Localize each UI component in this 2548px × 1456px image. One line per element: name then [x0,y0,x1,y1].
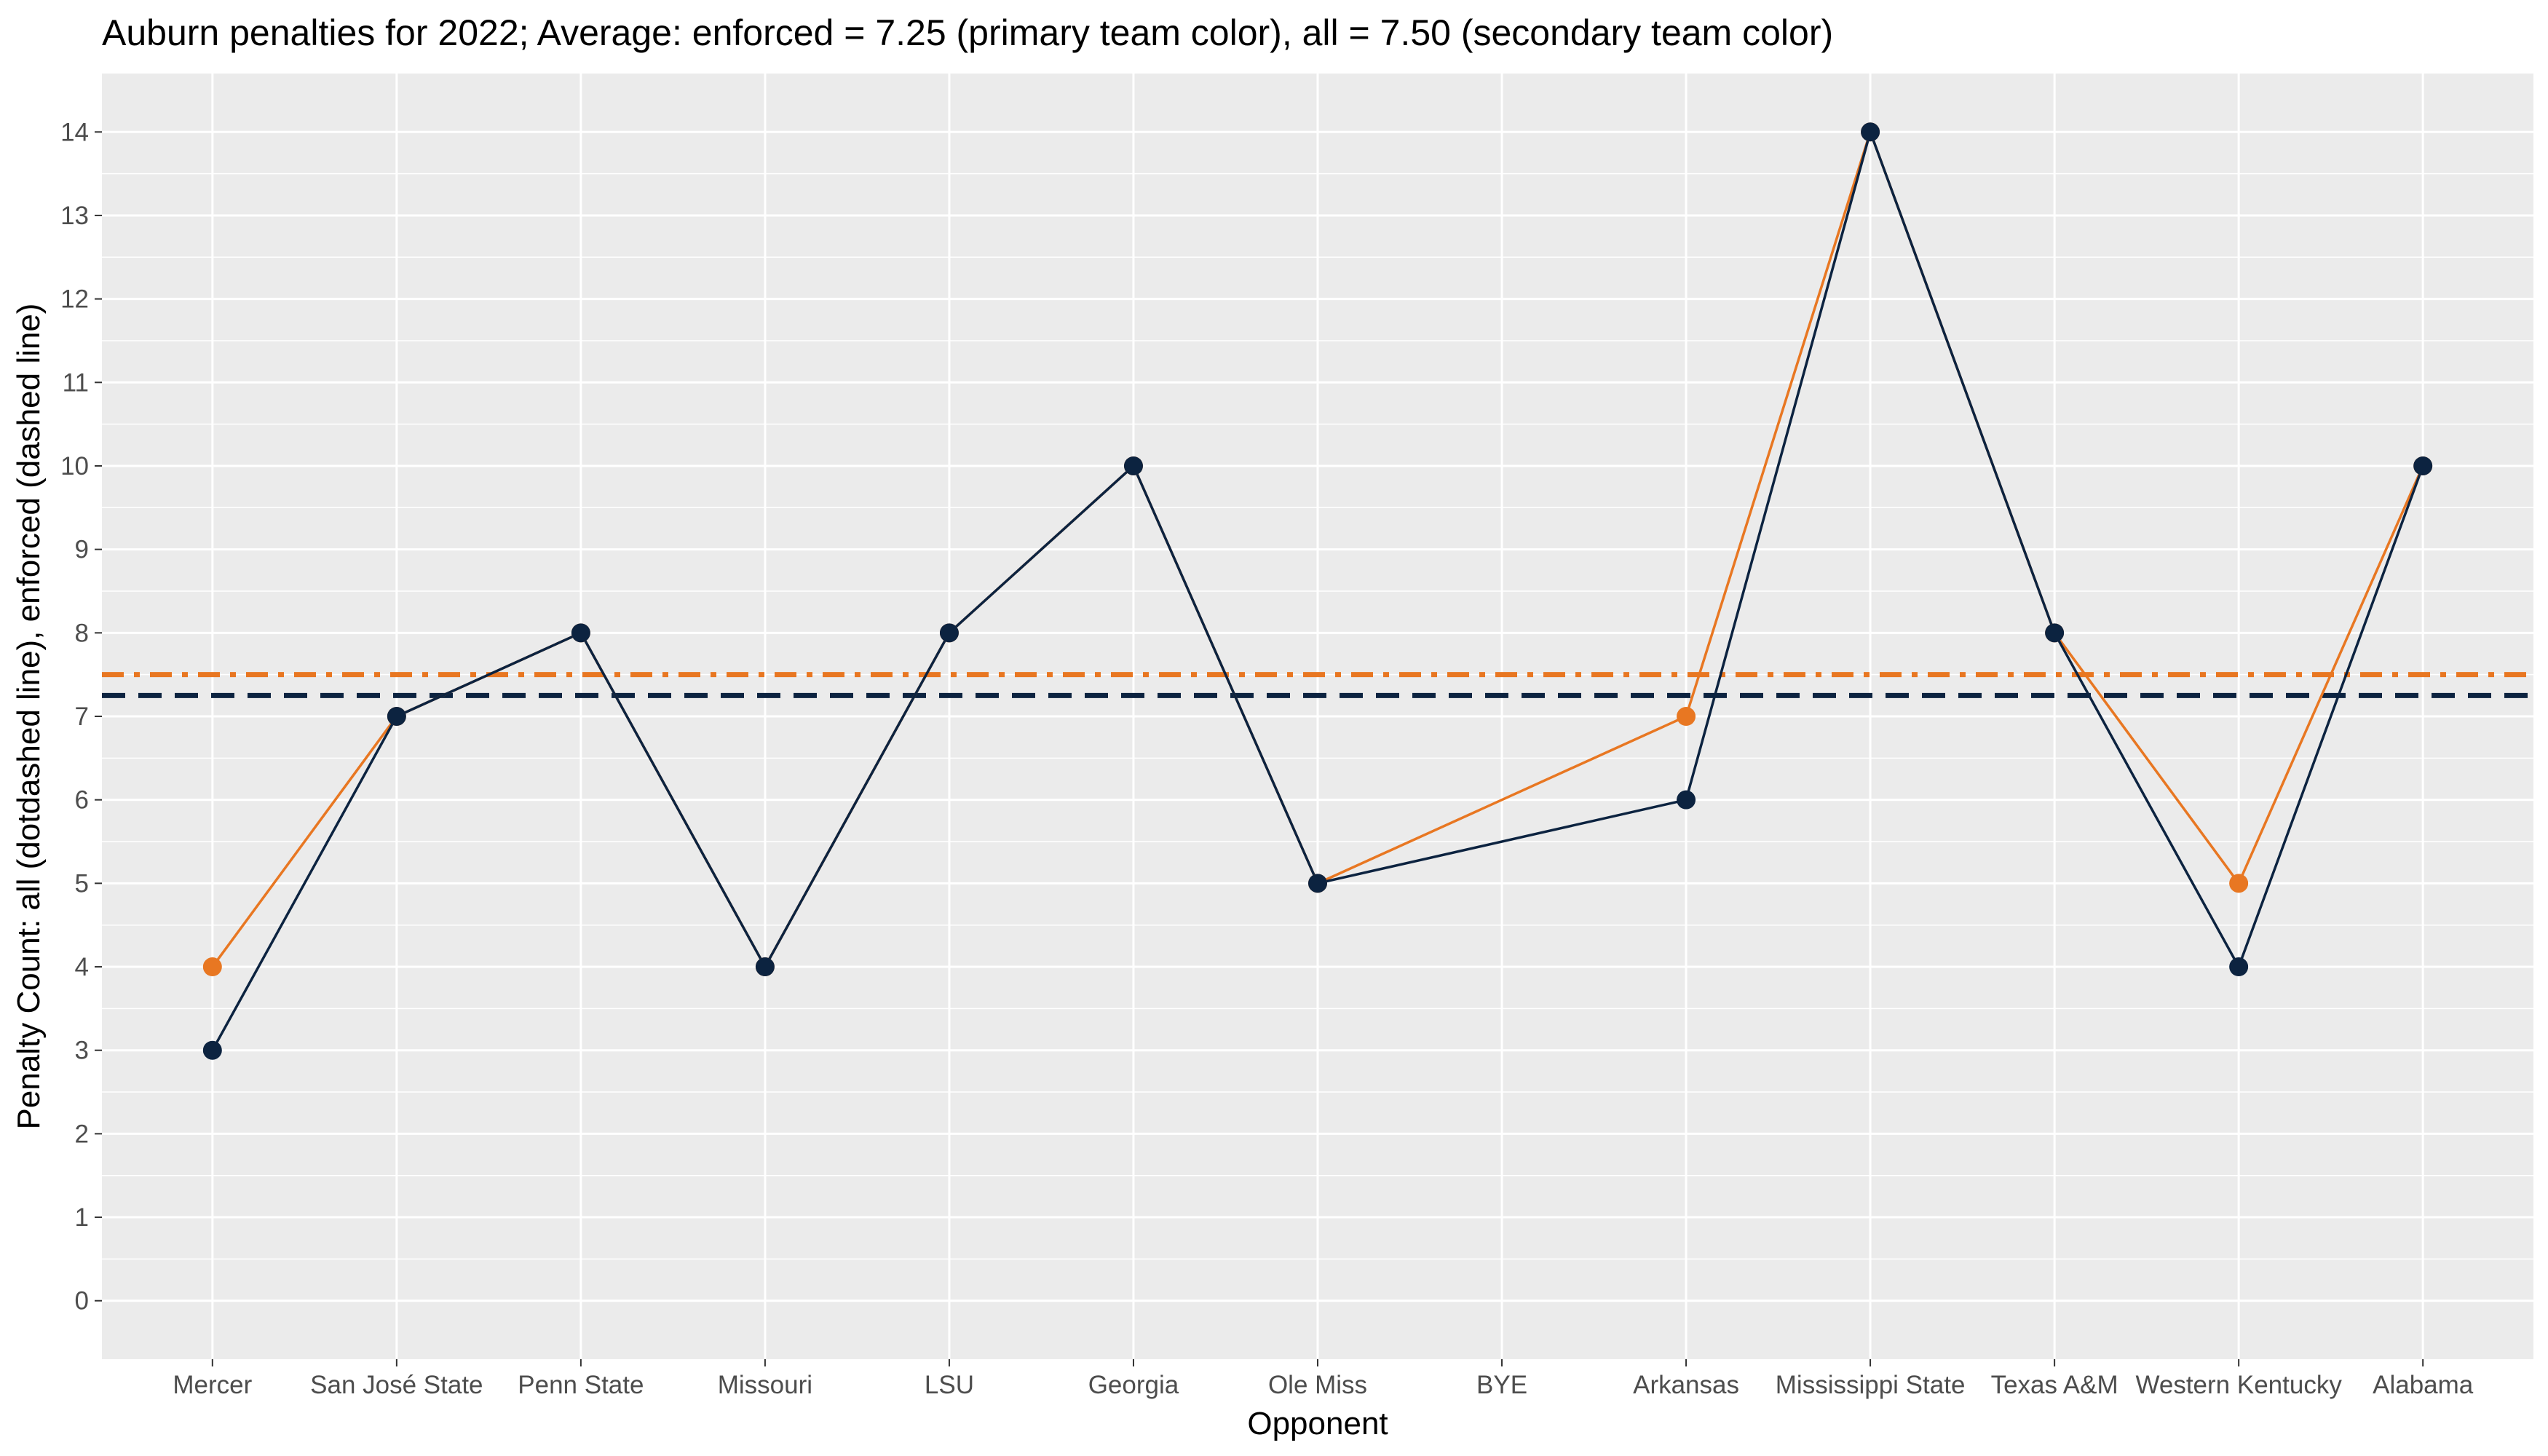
x-tick-label: Ole Miss [1268,1371,1367,1399]
data-point-enforced [2229,957,2249,977]
y-tick-label: 2 [75,1120,89,1148]
y-tick-label: 0 [75,1287,89,1315]
x-tick-label: Penn State [518,1371,644,1399]
data-point-enforced [1123,456,1143,475]
x-axis-title: Opponent [1247,1406,1388,1441]
x-tick-label: Texas A&M [1991,1371,2118,1399]
data-point-enforced [571,623,590,643]
average-lines [102,672,2533,698]
chart-title: Auburn penalties for 2022; Average: enfo… [102,12,1833,53]
y-tick-label: 14 [60,118,89,146]
major-gridlines [102,74,2533,1359]
y-tick-label: 6 [75,786,89,815]
x-tick-label: Western Kentucky [2135,1371,2342,1399]
y-tick-label: 11 [63,368,89,397]
series-line-enforced [211,130,2424,1051]
x-tick-label: LSU [925,1371,974,1399]
data-point-enforced [202,1040,222,1060]
x-tick-label: Alabama [2373,1371,2474,1399]
data-point-enforced [939,623,959,643]
x-tick-label: Arkansas [1633,1371,1739,1399]
y-tick-label: 13 [60,202,89,230]
y-tick-label: 7 [75,703,89,731]
data-point-all [2229,874,2249,893]
x-tick-label: Mercer [173,1371,252,1399]
y-tick-label: 4 [75,953,89,981]
y-tick-label: 9 [75,536,89,564]
y-tick-label: 1 [75,1203,89,1232]
y-tick-label: 5 [75,869,89,898]
x-axis: Mercer San José State Penn State Missouri LS… [173,1359,2474,1399]
data-point-enforced [2413,456,2433,475]
x-tick-label: San José State [310,1371,483,1399]
y-tick-label: 10 [60,452,89,480]
data-point-enforced [1677,790,1696,810]
x-tick-label: Missouri [718,1371,812,1399]
x-tick-label: Mississippi State [1776,1371,1966,1399]
y-axis-title: Penalty Count: all (dotdashed line), enf… [11,304,47,1130]
data-point-enforced [2045,623,2065,643]
y-tick-label: 12 [60,285,89,314]
x-tick-label: BYE [1476,1371,1527,1399]
data-point-enforced [1861,122,1880,142]
data-point-all [1677,707,1696,726]
y-tick-label: 3 [75,1037,89,1065]
y-tick-label: 8 [75,619,89,647]
x-tick-label: Georgia [1088,1371,1179,1399]
data-point-enforced [1308,874,1327,893]
series-lines [211,130,2424,1051]
series-points [202,122,2433,1060]
data-point-enforced [387,707,406,726]
data-point-all [202,957,222,977]
data-point-enforced [755,957,775,977]
